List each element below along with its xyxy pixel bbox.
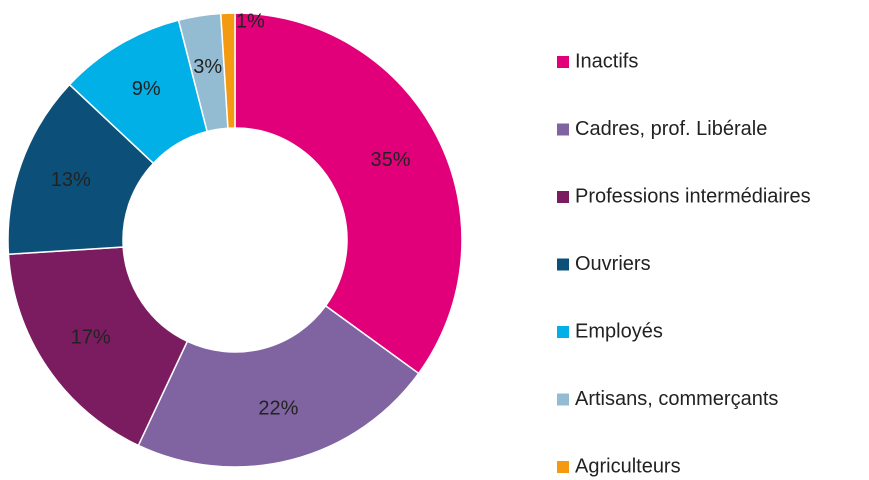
legend-swatch [557, 56, 569, 68]
legend-label: Employés [575, 320, 663, 342]
slice [234, 12, 463, 375]
data-label: 1% [236, 10, 265, 32]
legend-label: Agriculteurs [575, 455, 681, 477]
data-label: 22% [258, 397, 298, 419]
data-label: 17% [71, 326, 111, 348]
data-label: 35% [370, 149, 410, 171]
legend-label: Professions intermédiaires [575, 185, 811, 207]
legend-swatch [557, 191, 569, 203]
legend-swatch [557, 461, 569, 473]
slice [219, 12, 236, 130]
slice [137, 304, 420, 468]
data-label: 9% [132, 78, 161, 100]
legend-label: Artisans, commerçants [575, 388, 778, 410]
legend-label: Ouvriers [575, 253, 651, 275]
legend-swatch [557, 326, 569, 338]
legend-swatch [557, 258, 569, 271]
legend-label: Inactifs [575, 50, 638, 72]
legend-swatch [557, 393, 569, 406]
legend-label: Cadres, prof. Libérale [575, 118, 767, 140]
legend-swatch [557, 123, 569, 136]
slice [7, 246, 189, 447]
data-label: 13% [51, 169, 91, 191]
data-label: 3% [193, 56, 222, 78]
